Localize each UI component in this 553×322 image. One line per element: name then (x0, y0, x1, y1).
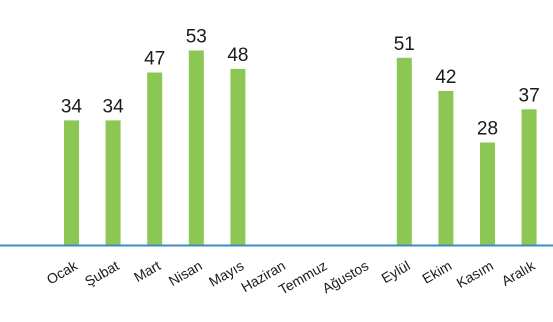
x-tick-label: Nisan (166, 257, 205, 289)
bar-value-label: 34 (61, 96, 83, 117)
value-labels-group: 34 34 47 53 48 51 42 28 37 (61, 27, 540, 140)
x-tick-label: Şubat (82, 257, 122, 289)
x-tick-label: Ocak (44, 257, 81, 288)
bar-value-label: 53 (186, 27, 207, 48)
bar-value-label: 34 (103, 96, 125, 117)
x-tick-labels-group: Ocak Şubat Mart Nisan MayısHaziranTemmuzAğus… (44, 257, 539, 298)
x-tick-label: Kasım (454, 257, 496, 291)
bar-value-label: 51 (394, 34, 415, 55)
x-tick-label: Mart (131, 257, 163, 285)
bar-11 (480, 142, 495, 246)
bar-value-label: 28 (477, 119, 498, 140)
x-tick-label: Ağustos (319, 257, 371, 296)
x-tick-label: Eylül (379, 257, 413, 286)
bar-value-label: 42 (435, 67, 456, 88)
bar-2 (105, 120, 121, 246)
bar-3 (147, 72, 163, 246)
bar-value-label: 48 (227, 45, 248, 66)
bar-12 (521, 109, 537, 246)
x-tick-label: Aralık (499, 257, 539, 289)
x-tick-label: Ekim (419, 257, 454, 286)
bar-9 (396, 57, 412, 246)
bar-10 (438, 90, 454, 246)
x-tick-label: Temmuz (276, 257, 330, 297)
bar-5 (230, 68, 246, 246)
bar-4 (188, 50, 204, 246)
bar-value-label: 37 (519, 85, 540, 106)
bar-value-label: 47 (144, 49, 165, 70)
bars-group (64, 50, 537, 246)
bar-1 (64, 120, 79, 246)
